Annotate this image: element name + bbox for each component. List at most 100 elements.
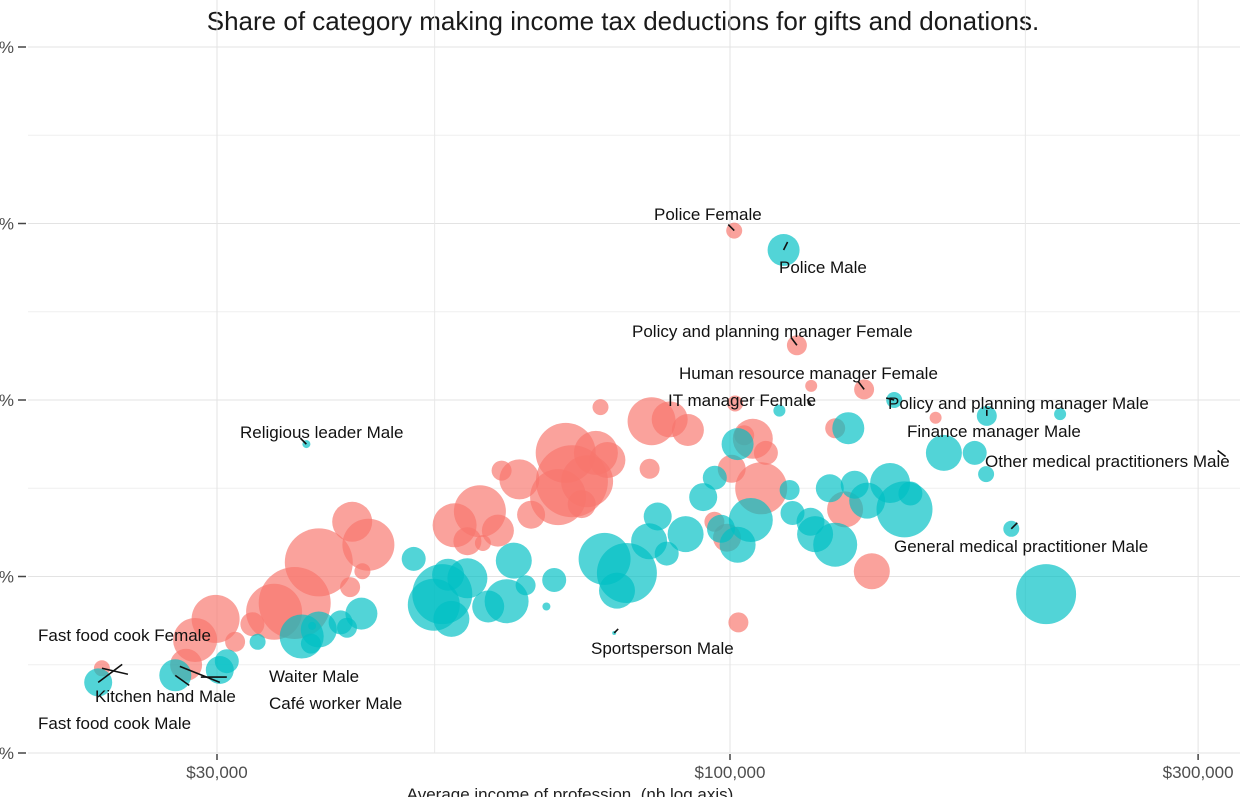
annotation-label: Policy and planning manager Female	[632, 322, 913, 341]
annotation-leader	[885, 397, 895, 401]
chart-subtitle: Share of category making income tax dedu…	[206, 6, 1040, 36]
male-bubble	[1016, 564, 1077, 625]
male-bubble	[643, 502, 672, 531]
male-bubble	[702, 465, 727, 490]
male-bubble	[689, 483, 718, 512]
female-bubble	[671, 414, 704, 446]
y-tick-label: %	[0, 38, 14, 57]
annotation-label: Religious leader Male	[240, 423, 403, 442]
male-bubble	[667, 516, 704, 553]
annotation-label: Policy and planning manager Male	[888, 394, 1149, 413]
female-bubble	[753, 440, 778, 465]
annotation-leader	[101, 667, 129, 676]
female-bubble	[340, 577, 361, 598]
female-bubble	[535, 445, 608, 518]
female-bubble	[354, 563, 371, 580]
male-bubble	[654, 541, 679, 566]
x-tick-label: $30,000	[186, 763, 247, 782]
annotation-label: Police Male	[779, 258, 867, 277]
x-axis-label: Average income of profession, (nb log ax…	[407, 785, 734, 797]
female-bubble	[728, 612, 749, 633]
female-bubble	[727, 395, 744, 412]
annotation-label: Fast food cook Female	[38, 626, 211, 645]
y-tick-label: %	[0, 744, 14, 763]
male-bubble	[925, 434, 962, 471]
male-bubble	[401, 546, 426, 571]
annotation-leader	[727, 223, 735, 232]
male-bubble	[721, 428, 754, 461]
male-bubble	[300, 633, 321, 654]
female-bubble	[191, 594, 240, 643]
annotation-label: IT manager Female	[668, 391, 816, 410]
y-tick-label: %	[0, 568, 14, 587]
annotation-leader	[97, 663, 123, 684]
female-bubble	[284, 528, 353, 597]
annotation-leader	[1217, 449, 1227, 458]
male-bubble	[542, 602, 551, 611]
annotation-label: Kitchen hand Male	[95, 687, 236, 706]
annotation-leader	[782, 241, 789, 251]
annotation-label: General medical practitioner Male	[894, 537, 1148, 556]
male-bubble	[447, 558, 488, 599]
x-tick-label: $300,000	[1163, 763, 1234, 782]
male-bubble	[515, 575, 536, 596]
male-bubble	[976, 405, 997, 426]
male-bubble	[214, 649, 239, 674]
male-bubble	[249, 633, 266, 650]
annotation-label: Sportsperson Male	[591, 639, 734, 658]
female-series	[93, 222, 942, 681]
female-bubble	[592, 399, 609, 416]
female-bubble	[853, 553, 890, 590]
female-bubble	[342, 518, 395, 571]
male-bubble	[767, 234, 800, 266]
male-bubble	[773, 404, 786, 417]
y-tick-label: %	[0, 215, 14, 234]
annotation-label: Fast food cook Male	[38, 714, 191, 733]
annotation-label: Café worker Male	[269, 694, 402, 713]
y-tick-label: %	[0, 391, 14, 410]
female-bubble	[786, 335, 807, 356]
male-bubble	[337, 617, 357, 638]
annotation-leader	[174, 674, 190, 686]
male-bubble	[728, 498, 773, 542]
male-bubble	[1054, 408, 1067, 421]
male-bubble	[495, 542, 532, 579]
female-bubble	[929, 411, 942, 424]
male-bubble	[779, 480, 800, 500]
annotation-label: Other medical practitioners Male	[985, 452, 1230, 471]
female-bubble	[481, 514, 514, 547]
annotation-label: Police Female	[654, 205, 762, 224]
annotation-label: Waiter Male	[269, 667, 359, 686]
male-bubble	[596, 543, 657, 603]
annotation-leader	[299, 437, 307, 445]
male-bubble	[542, 568, 567, 592]
axes: %%%%% $30,000 $100,000 $300,000	[0, 38, 1234, 782]
female-bubble	[453, 527, 482, 556]
male-bubble	[433, 600, 470, 637]
annotation-label: Human resource manager Female	[679, 364, 938, 383]
male-series	[84, 234, 1077, 697]
male-bubble	[815, 474, 844, 503]
female-bubble	[474, 535, 491, 551]
annotation-label: Finance manager Male	[907, 422, 1081, 441]
male-bubble	[962, 440, 987, 465]
annotations: Police Female Police Male Policy and plann…	[38, 205, 1230, 733]
male-bubble	[813, 522, 858, 567]
female-bubble	[225, 631, 246, 652]
annotation-leader	[790, 336, 798, 346]
female-bubble	[491, 460, 512, 481]
annotation-leader	[857, 380, 865, 390]
male-bubble	[886, 392, 903, 408]
annotation-leader	[1010, 522, 1018, 530]
male-bubble	[308, 621, 317, 630]
annotation-leader	[806, 398, 812, 406]
female-bubble	[805, 379, 818, 392]
male-bubble	[832, 412, 865, 445]
annotation-leader	[179, 665, 221, 684]
x-tick-label: $100,000	[695, 763, 766, 782]
male-bubble	[898, 481, 923, 506]
female-bubble	[639, 458, 660, 479]
male-bubble	[978, 466, 995, 483]
annotation-leader	[613, 628, 619, 634]
